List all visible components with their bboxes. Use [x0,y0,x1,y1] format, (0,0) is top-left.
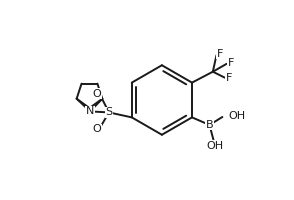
Text: N: N [86,106,94,116]
Text: F: F [228,58,234,68]
Text: B: B [206,120,213,130]
Text: F: F [217,49,223,59]
Text: S: S [105,107,113,117]
Text: F: F [226,73,232,83]
Text: O: O [93,89,101,99]
Text: O: O [93,124,101,134]
Text: OH: OH [206,141,223,151]
Text: B: B [206,120,213,130]
Text: OH: OH [229,111,246,121]
Text: F: F [217,49,223,59]
Text: OH: OH [206,141,223,151]
Text: OH: OH [229,111,246,121]
Text: O: O [93,124,101,134]
Text: O: O [93,89,101,99]
Text: N: N [86,106,94,116]
Text: F: F [226,73,232,83]
Text: F: F [228,58,234,68]
Text: S: S [105,107,113,117]
